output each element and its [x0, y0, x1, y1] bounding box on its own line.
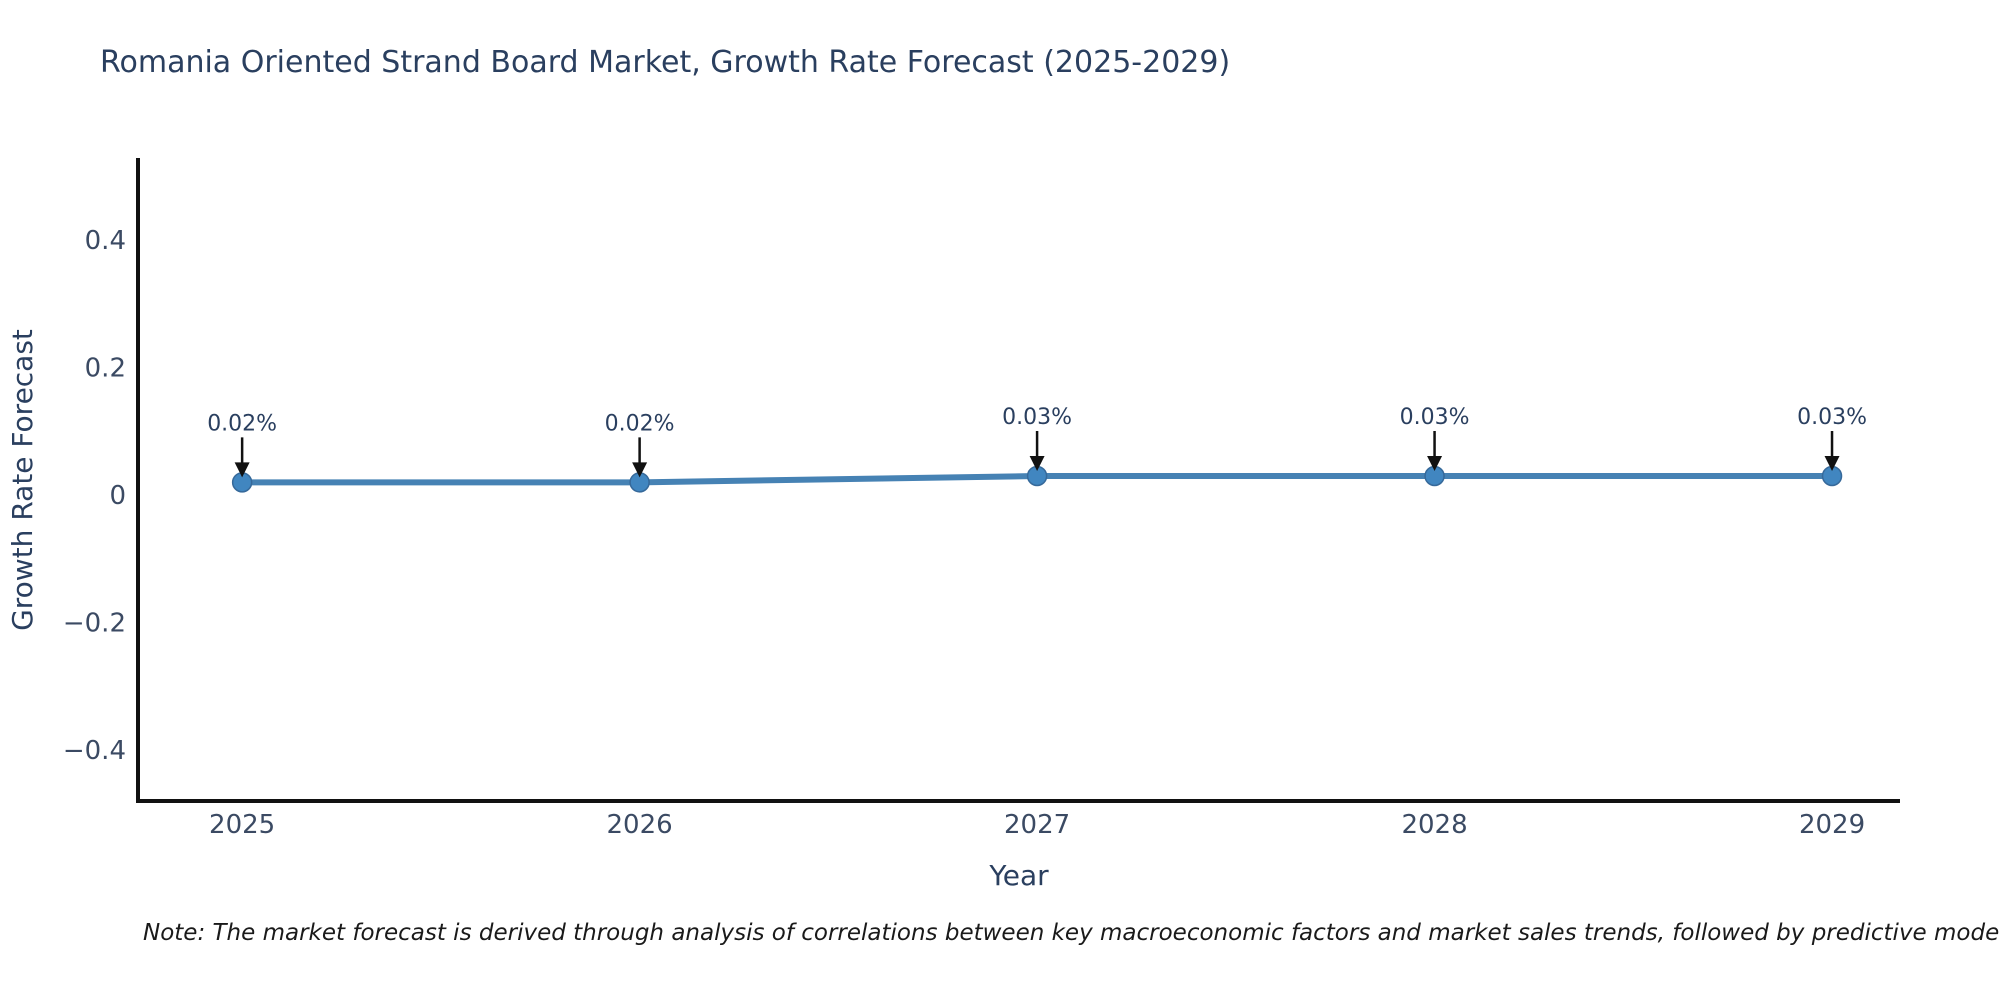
annotation-arrowhead — [234, 462, 250, 478]
annotation-arrowhead — [1427, 455, 1443, 471]
chart-title: Romania Oriented Strand Board Market, Gr… — [100, 45, 1230, 80]
series-markers — [231, 465, 1843, 493]
footnote: Note: The market forecast is derived thr… — [143, 920, 2000, 946]
x-tick-label: 2028 — [1401, 810, 1467, 840]
plot-area: 0.4 0.2 0 −0.2 −0.4 2025 2026 2027 2028 2029 0.02%… — [63, 158, 1900, 840]
x-axis-ticks: 2025 2026 2027 2028 2029 — [209, 810, 1865, 840]
annotations: 0.02% 0.02% 0.03% 0.03% 0.03% — [207, 405, 1867, 478]
annotation-label: 0.02% — [207, 411, 277, 436]
annotation-label: 0.03% — [1002, 405, 1072, 430]
x-tick-label: 2025 — [209, 810, 275, 840]
annotation-label: 0.02% — [605, 411, 675, 436]
x-tick-label: 2029 — [1799, 810, 1865, 840]
y-tick-label: −0.2 — [63, 609, 126, 639]
annotation-arrowhead — [1029, 455, 1045, 471]
y-tick-label: 0.2 — [85, 354, 126, 384]
y-tick-label: 0.4 — [85, 226, 126, 256]
x-tick-label: 2026 — [607, 810, 673, 840]
y-axis-title: Growth Rate Forecast — [6, 329, 39, 631]
y-tick-label: 0 — [109, 481, 126, 511]
annotation-arrowhead — [1824, 455, 1840, 471]
y-axis-ticks: 0.4 0.2 0 −0.2 −0.4 — [63, 226, 126, 766]
annotation-arrowhead — [632, 462, 648, 478]
x-axis-title: Year — [988, 859, 1049, 892]
y-tick-label: −0.4 — [63, 736, 126, 766]
annotation-label: 0.03% — [1797, 405, 1867, 430]
x-tick-label: 2027 — [1004, 810, 1070, 840]
annotation-label: 0.03% — [1400, 405, 1470, 430]
